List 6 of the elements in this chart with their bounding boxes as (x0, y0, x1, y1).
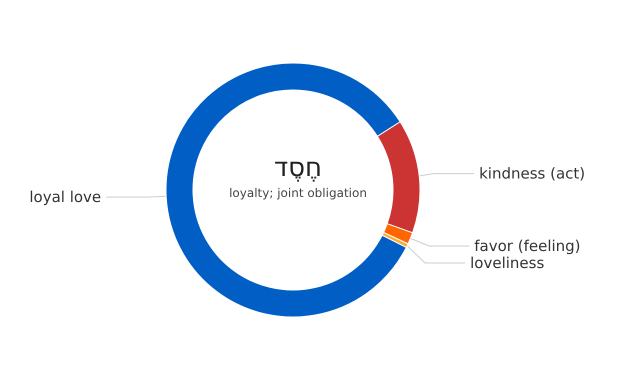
slice-label: kindness (act) (479, 164, 586, 183)
text: loyalty; joint obligation (229, 186, 367, 200)
slice-label: loveliness (470, 254, 544, 272)
slice-label: favor (feeling) (474, 237, 581, 256)
slice-label: loyal love (29, 188, 102, 206)
text: חֶסֶד (274, 153, 322, 183)
